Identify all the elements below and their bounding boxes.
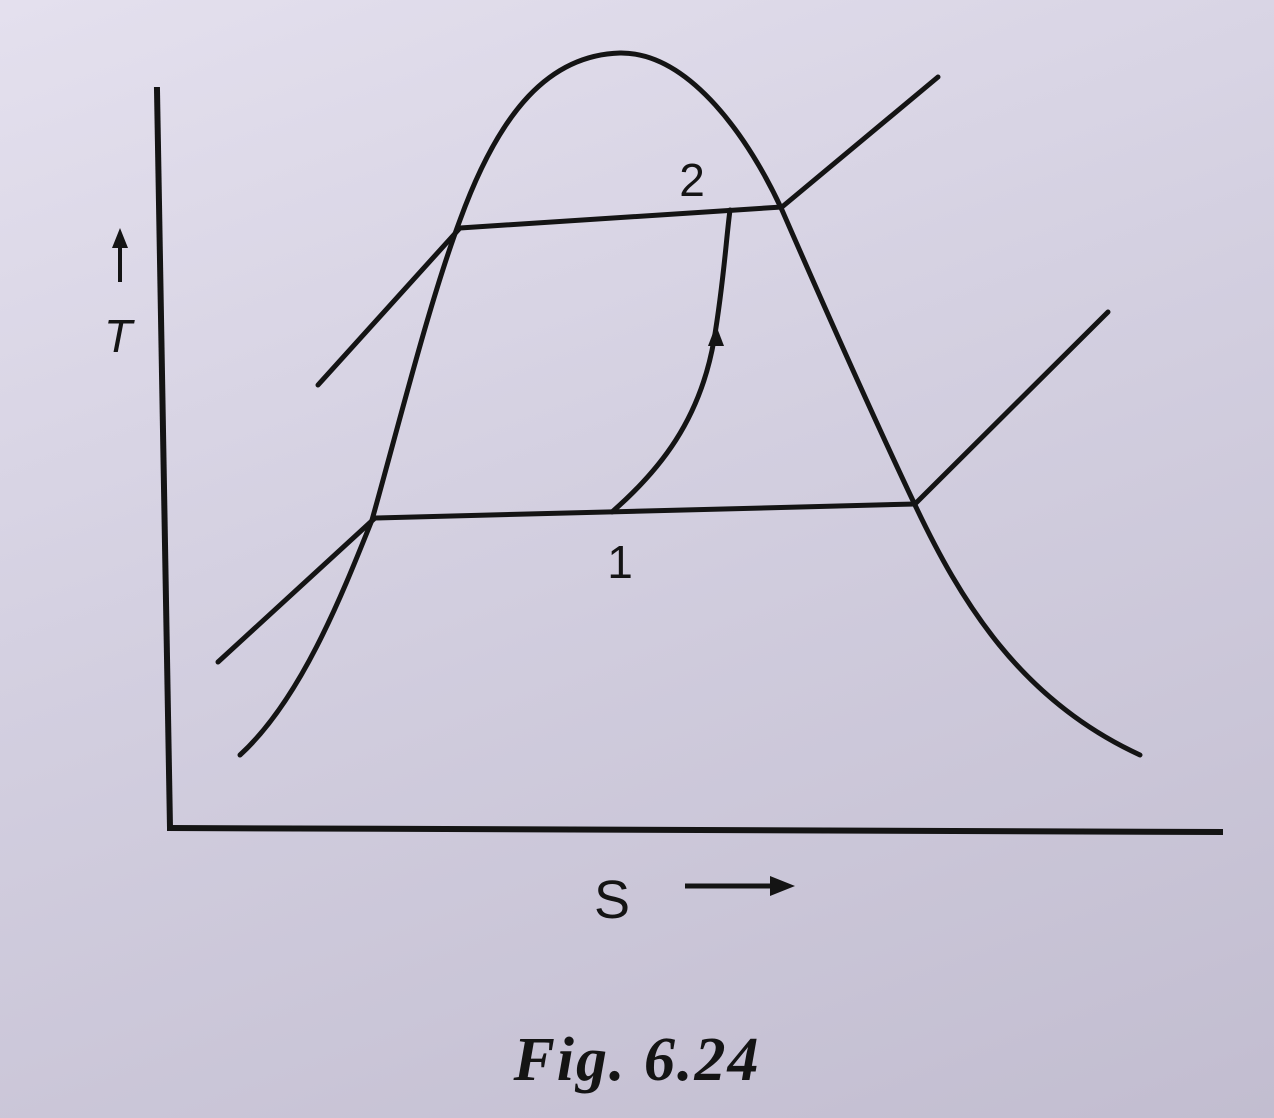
x-axis-arrow-icon [685,876,795,896]
state-1-label: 1 [607,536,633,588]
process-direction-arrow [708,325,724,346]
y-axis [153,86,174,832]
x-axis [166,824,1224,836]
isobar-lower [215,309,1111,665]
y-axis-label: T [104,310,135,362]
process-path-1-2 [609,207,733,515]
state-2-label: 2 [679,154,705,206]
y-axis-arrow-icon [112,228,128,282]
isobar-upper [315,74,941,388]
figure-caption: Fig. 6.24 [513,1026,761,1094]
x-axis-label: S [594,870,630,930]
